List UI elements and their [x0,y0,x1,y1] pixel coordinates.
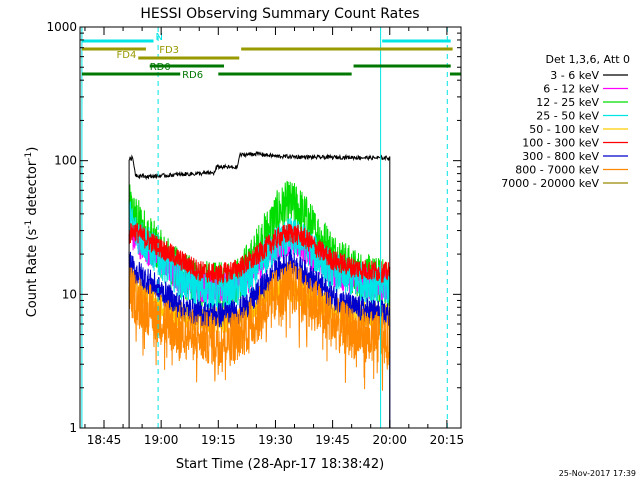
series-line-100-300-keV [128,223,391,285]
x-tick-label-1915: 19:15 [201,433,236,447]
y-tick-label-100: 100 [54,154,77,168]
x-tick-label-1900: 19:00 [144,433,179,447]
flag-label-N: N [155,32,162,43]
flag-layer: N FD3 FD4 RD0 RD6 [81,32,461,81]
legend-label-5: 100 - 300 keV [522,137,599,150]
series-line-3-6-keV [128,151,391,428]
x-axis-label: Start Time (28-Apr-17 18:38:42) [176,457,384,472]
legend-label-3: 25 - 50 keV [536,110,599,123]
legend-label-7: 800 - 7000 keV [515,164,599,177]
x-tick-label-2000: 20:00 [372,433,407,447]
x-tick-label-1845: 18:45 [87,433,122,447]
data-layer [81,27,448,428]
x-tick-label-1945: 19:45 [315,433,350,447]
flag-label-RD6: RD6 [182,70,203,81]
plot-frame [79,26,462,429]
legend-label-1: 6 - 12 keV [543,83,599,96]
x-tick-label-2015: 20:15 [430,433,465,447]
y-tick-label-1000: 1000 [46,20,77,34]
legend-label-4: 50 - 100 keV [529,123,599,136]
y-tick-label-1: 1 [69,421,77,435]
y-label-part1: Count Rate (s [25,229,40,318]
y-label-sup1: -1 [24,220,34,229]
y-label-part2: detector [25,160,40,220]
flag-label-RD0: RD0 [150,62,171,73]
axes-layer: 18:45 19:00 19:15 19:30 19:45 20:00 20:15 1 10 10… [46,20,464,447]
y-label-part3: ) [25,147,40,152]
flag-label-FD3: FD3 [159,45,179,56]
legend-label-0: 3 - 6 keV [550,69,599,82]
y-axis-label: Count Rate (s-1 detector-1) [24,147,40,318]
y-label-sup2: -1 [24,152,34,161]
legend-title: Det 1,3,6, Att 0 [546,53,630,66]
flag-label-FD4: FD4 [117,50,137,61]
legend-label-6: 300 - 800 keV [522,150,599,163]
series-line-800-7000-keV [128,260,391,391]
x-tick-label-1930: 19:30 [258,433,293,447]
legend-label-2: 12 - 25 keV [536,96,599,109]
chart-title: HESSI Observing Summary Count Rates [140,6,419,22]
legend-label-8: 7000 - 20000 keV [501,177,599,190]
footer-date: 25-Nov-2017 17:39 [559,469,636,478]
y-tick-label-10: 10 [62,287,77,301]
